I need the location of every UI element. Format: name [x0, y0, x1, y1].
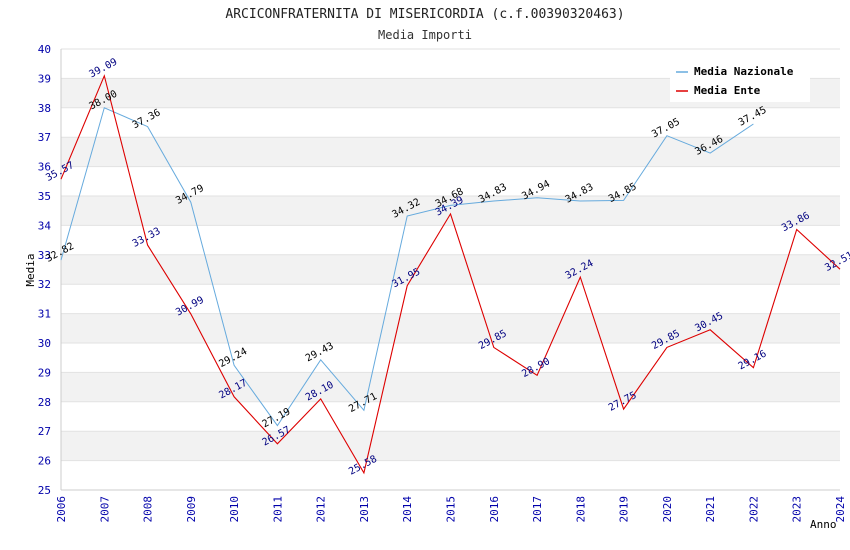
y-tick-label: 27: [38, 425, 51, 438]
grid-band: [61, 431, 840, 461]
grid-band: [61, 313, 840, 343]
x-tick-label: 2019: [618, 496, 631, 523]
y-tick-label: 30: [38, 337, 51, 350]
grid-band: [61, 196, 840, 226]
y-tick-label: 36: [38, 161, 51, 174]
grid-bands: [61, 78, 840, 461]
y-tick-label: 38: [38, 102, 51, 115]
x-tick-label: 2008: [142, 496, 155, 523]
y-tick-label: 34: [38, 219, 52, 232]
legend-label-media-nazionale: Media Nazionale: [694, 65, 794, 78]
series-line-1: [60, 74, 841, 475]
legend: Media Nazionale Media Ente: [670, 60, 810, 102]
x-tick-label: 2018: [574, 496, 587, 523]
y-tick-label: 29: [38, 366, 51, 379]
x-tick-label: 2007: [98, 496, 111, 523]
x-tick-label: 2015: [445, 496, 458, 523]
series-lines: [60, 74, 841, 475]
x-tick-label: 2016: [488, 496, 501, 523]
y-tick-label: 33: [38, 249, 51, 262]
axes: [60, 49, 840, 491]
grid-band: [61, 254, 840, 285]
data-label: 29.24: [217, 346, 249, 370]
x-tick-label: 2022: [747, 496, 760, 523]
x-tick-label: 2014: [401, 496, 414, 523]
x-tick-label: 2006: [55, 496, 68, 523]
series-line-0: [60, 107, 754, 427]
y-tick-label: 39: [38, 72, 51, 85]
x-axis-label: Anno: [810, 518, 837, 531]
grid-band: [61, 137, 840, 167]
y-tick-label: 40: [38, 43, 51, 56]
y-tick-label: 26: [38, 455, 51, 468]
x-tick-label: 2009: [185, 496, 198, 523]
chart-subtitle: Media Importi: [378, 28, 472, 42]
y-tick-label: 28: [38, 396, 51, 409]
chart-title: ARCICONFRATERNITA DI MISERICORDIA (c.f.0…: [225, 7, 624, 22]
y-tick-label: 35: [38, 190, 51, 203]
x-tick-label: 2020: [661, 496, 674, 523]
data-label: 33.33: [131, 226, 163, 250]
x-tick-label: 2024: [834, 496, 847, 523]
y-tick-label: 31: [38, 308, 51, 321]
y-axis-label: Media: [24, 253, 37, 286]
y-tick-label: 37: [38, 131, 51, 144]
x-tick-label: 2011: [271, 496, 284, 523]
x-tick-label: 2013: [358, 496, 371, 523]
x-tick-labels: 2006 2007 2008 2009 2010 2011 2012 2013 2014 2015…: [55, 496, 847, 523]
legend-label-media-ente: Media Ente: [694, 84, 761, 97]
data-label: 37.36: [131, 107, 163, 131]
x-tick-label: 2010: [228, 496, 241, 523]
x-tick-label: 2017: [531, 496, 544, 523]
y-tick-label: 32: [38, 278, 51, 291]
x-tick-label: 2023: [791, 496, 804, 523]
y-tick-label: 25: [38, 484, 51, 497]
data-label: 29.16: [737, 348, 769, 372]
x-tick-label: 2021: [704, 496, 717, 523]
grid-band: [61, 372, 840, 402]
y-tick-labels: 25 26 27 28 29 30 31 32 33 34 35 36 37 38 39 40: [38, 43, 52, 497]
x-tick-label: 2012: [315, 496, 328, 523]
legend-background: [670, 60, 810, 102]
